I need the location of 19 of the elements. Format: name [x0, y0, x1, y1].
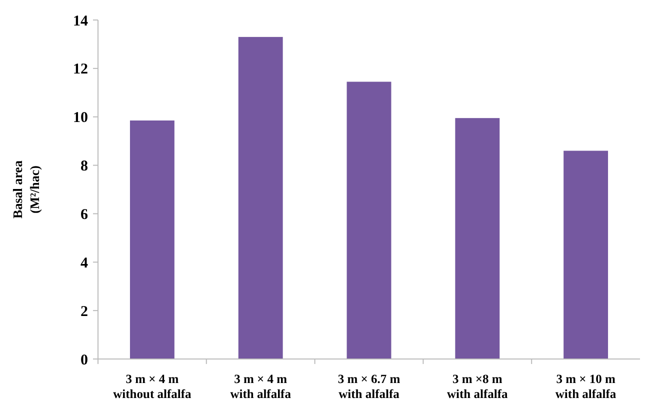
y-tick-label: 6	[80, 206, 88, 223]
bar	[564, 150, 608, 359]
y-tick-label: 0	[80, 352, 88, 368]
y-tick-label: 14	[73, 13, 88, 30]
bar	[346, 82, 392, 359]
x-tick-label: 3 m × 10 m with alfalfa	[555, 372, 617, 401]
x-tick-label: 3 m × 4 m without alfalfa	[113, 372, 192, 401]
y-tick-label: 12	[73, 62, 88, 78]
bar	[130, 120, 174, 359]
y-tick-label: 8	[80, 158, 88, 175]
x-tick-label: 3 m ×8 m with alfalfa	[447, 372, 509, 401]
x-tick-label: 3 m × 6.7 m with alfalfa	[338, 372, 401, 401]
bar	[455, 118, 500, 359]
bar	[238, 36, 283, 359]
y-tick-label: 10	[73, 110, 88, 126]
x-tick-label: 3 m × 4 m with alfalfa	[230, 372, 292, 401]
y-tick-label: 4	[80, 255, 88, 272]
y-axis-title: Basal area (M²/hac)	[10, 160, 42, 218]
y-tick-label: 2	[80, 304, 88, 320]
